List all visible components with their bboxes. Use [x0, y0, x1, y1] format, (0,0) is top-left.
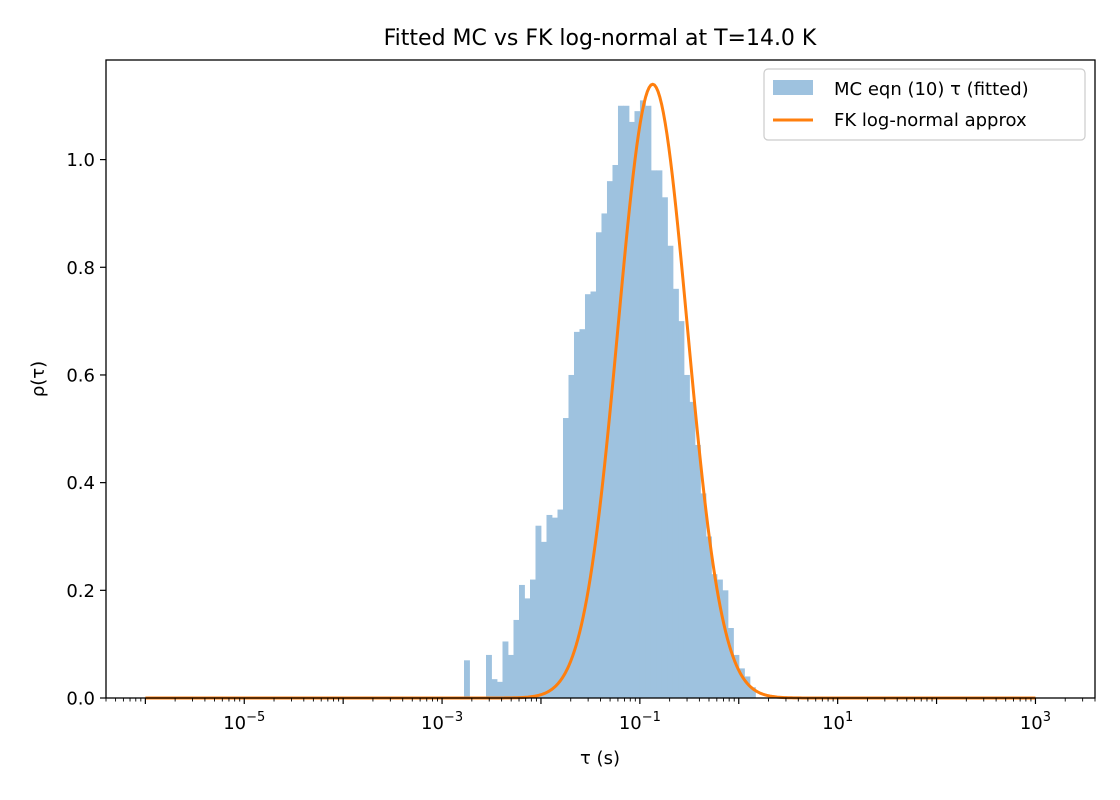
histogram-bar	[568, 374, 575, 698]
histogram-bar	[557, 509, 564, 698]
legend-histogram-label: MC eqn (10) τ (fitted)	[834, 79, 1029, 100]
histogram-bar	[502, 641, 509, 698]
histogram-bar	[656, 170, 663, 698]
y-axis-label: ρ(τ)	[28, 361, 49, 397]
histogram-bar	[650, 170, 657, 698]
y-axis-ticks: 0.0 0.2 0.4 0.6 0.8 1.0	[66, 150, 106, 710]
histogram-bar	[486, 654, 492, 698]
x-tick-label: 10−3	[421, 710, 463, 734]
histogram-bar	[645, 105, 652, 698]
histogram-bar	[667, 245, 674, 698]
histogram-bar	[579, 329, 586, 698]
histogram-bars	[464, 100, 756, 699]
x-tick-label: 10−5	[223, 710, 265, 734]
legend-curve-label: FK log-normal approx	[834, 110, 1027, 131]
histogram-bar	[508, 654, 514, 698]
y-tick-label: 0.4	[66, 473, 95, 494]
histogram-bar	[535, 525, 542, 698]
chart-title: Fitted MC vs FK log-normal at T=14.0 K	[384, 26, 817, 51]
histogram-bar	[562, 418, 569, 698]
histogram-bar	[738, 668, 745, 698]
x-axis-label: τ (s)	[580, 748, 620, 769]
x-tick-label: 103	[1020, 710, 1051, 734]
y-tick-label: 0.8	[66, 258, 95, 279]
legend-histogram-swatch	[773, 80, 813, 95]
histogram-bar	[628, 121, 635, 699]
y-tick-label: 0.0	[66, 689, 95, 710]
histogram-bar	[551, 517, 558, 698]
histogram-bar	[617, 105, 624, 698]
histogram-bar	[573, 331, 580, 698]
histogram-bar	[530, 579, 536, 698]
histogram-bar	[590, 291, 597, 698]
x-tick-label: 10−1	[619, 710, 661, 734]
histogram-bar	[711, 574, 718, 698]
histogram-bar	[464, 660, 470, 698]
legend: MC eqn (10) τ (fitted) FK log-normal app…	[763, 68, 1086, 141]
histogram-bar	[497, 681, 503, 698]
histogram-bar	[700, 493, 707, 698]
histogram-bar	[524, 598, 531, 698]
histogram-bar	[623, 105, 630, 698]
histogram-bar	[694, 444, 701, 698]
histogram-bar	[546, 514, 553, 698]
histogram-bar	[513, 619, 520, 698]
histogram-bar	[491, 679, 498, 698]
histogram-bar	[672, 288, 679, 698]
histogram-bar	[749, 687, 756, 698]
histogram-bar	[705, 536, 712, 698]
histogram-bar	[639, 100, 646, 698]
histogram-bar	[683, 374, 690, 698]
histogram-bar	[584, 294, 591, 698]
histogram-bar	[612, 164, 619, 699]
histogram-bar	[541, 541, 547, 698]
y-tick-label: 0.2	[66, 581, 95, 602]
histogram-bar	[519, 584, 525, 698]
legend-frame	[763, 68, 1086, 141]
y-tick-label: 0.6	[66, 365, 95, 386]
histogram-bar	[689, 401, 696, 698]
histogram-bar	[634, 111, 641, 698]
histogram-bar	[678, 321, 685, 698]
histogram-bar	[733, 654, 740, 698]
y-tick-label: 1.0	[66, 150, 95, 171]
histogram-bar	[606, 181, 613, 698]
histogram-bar	[727, 628, 734, 698]
x-axis-ticks: 10−5 10−3 10−1 101 103	[105, 698, 1096, 734]
histogram-bar	[744, 676, 751, 698]
x-tick-label: 101	[822, 710, 853, 734]
histogram-bar	[722, 590, 729, 698]
histogram-bar	[595, 232, 602, 699]
histogram-bar	[661, 197, 668, 699]
histogram-bar	[716, 579, 723, 698]
